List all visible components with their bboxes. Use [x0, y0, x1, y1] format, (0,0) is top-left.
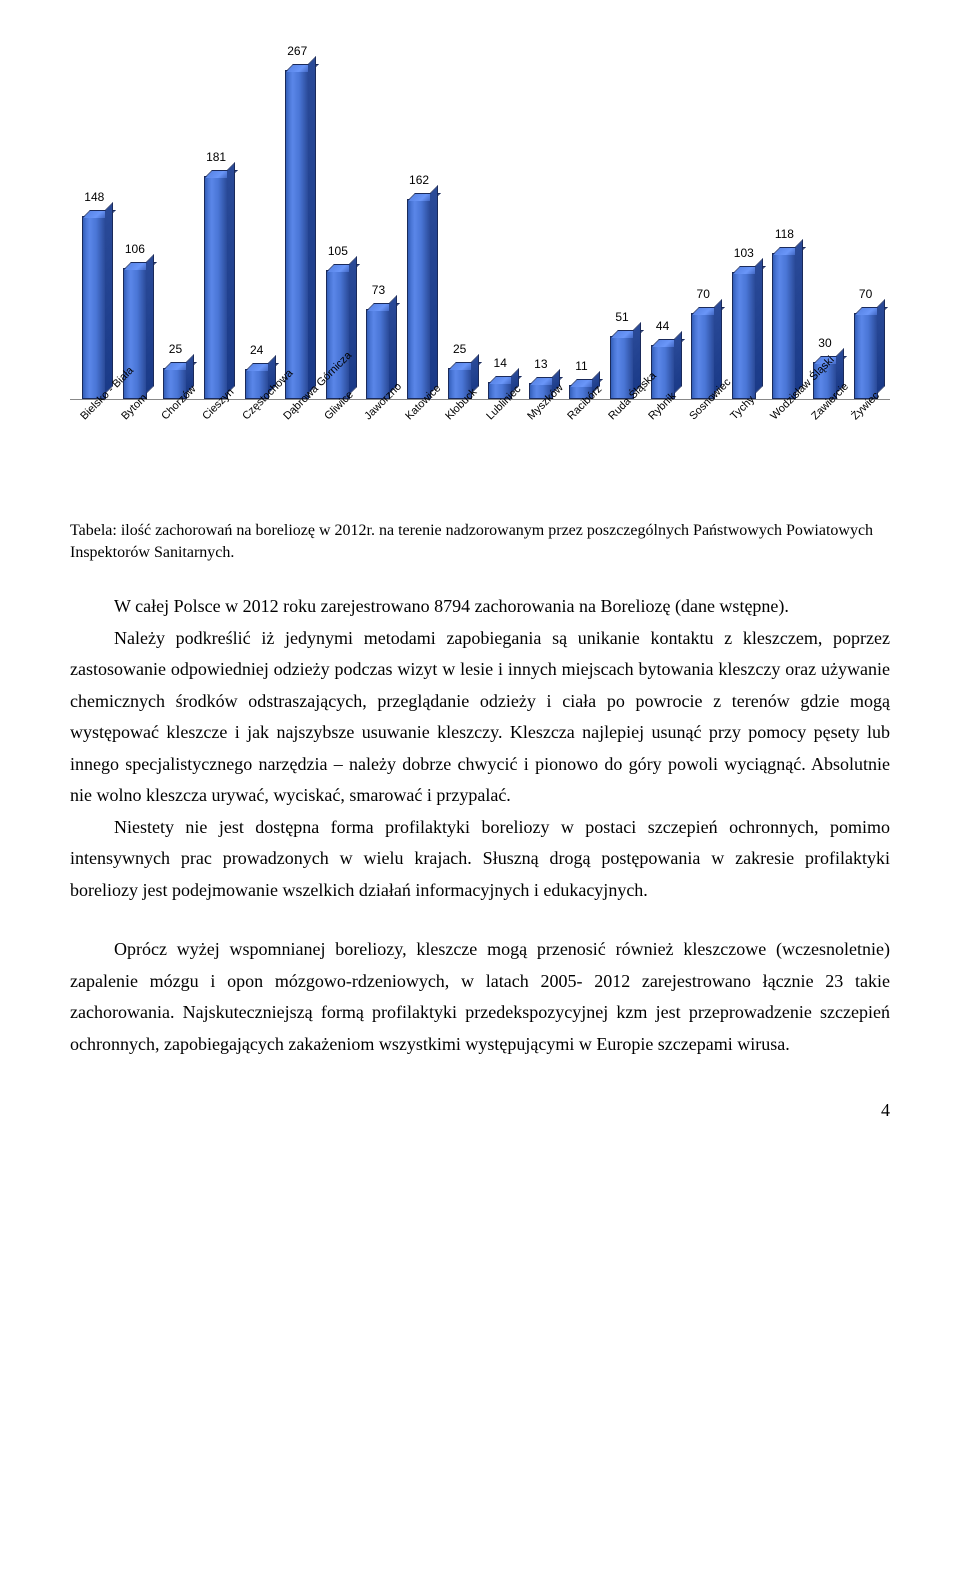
bar-group: 70 [845, 20, 886, 399]
bar-group: 25 [439, 20, 480, 399]
bar-group: 14 [480, 20, 521, 399]
bar [204, 176, 228, 399]
bar-value-label: 25 [155, 342, 196, 356]
paragraph-3: Niestety nie jest dostępna forma profila… [70, 812, 890, 907]
bar-value-label: 106 [115, 242, 156, 256]
bar-group: 73 [358, 20, 399, 399]
paragraph-2: Należy podkreślić iż jedynymi metodami z… [70, 623, 890, 812]
bar-value-label: 70 [683, 287, 724, 301]
chart-plot-area: 1481062518124267105731622514131151447010… [70, 20, 890, 400]
body-text: W całej Polsce w 2012 roku zarejestrowan… [70, 591, 890, 1060]
bar-value-label: 70 [845, 287, 886, 301]
bar-group: 51 [602, 20, 643, 399]
paragraph-4: Oprócz wyżej wspomnianej boreliozy, kles… [70, 934, 890, 1060]
bar-value-label: 105 [318, 244, 359, 258]
page-number: 4 [70, 1100, 890, 1121]
bar-value-label: 118 [764, 227, 805, 241]
bar-value-label: 24 [236, 343, 277, 357]
bar-value-label: 181 [196, 150, 237, 164]
bar-group: 44 [642, 20, 683, 399]
bar-group: 13 [521, 20, 562, 399]
bar-group: 70 [683, 20, 724, 399]
bar-value-label: 25 [439, 342, 480, 356]
bar-value-label: 103 [724, 246, 765, 260]
bar [82, 216, 106, 399]
bar-group: 106 [115, 20, 156, 399]
bar-group: 103 [724, 20, 765, 399]
bar-value-label: 162 [399, 173, 440, 187]
bar-value-label: 13 [521, 357, 562, 371]
paragraph-1: W całej Polsce w 2012 roku zarejestrowan… [70, 591, 890, 623]
bar-group: 24 [236, 20, 277, 399]
bar-group: 25 [155, 20, 196, 399]
bar-value-label: 73 [358, 283, 399, 297]
bar-group: 30 [805, 20, 846, 399]
bar-value-label: 11 [561, 359, 602, 373]
bar-group: 181 [196, 20, 237, 399]
bar-value-label: 14 [480, 356, 521, 370]
bar-group: 105 [318, 20, 359, 399]
chart-x-axis-labels: Bielsko - BiałaBytomChorzówCieszynCzęsto… [70, 404, 890, 474]
bar-value-label: 44 [642, 319, 683, 333]
bar-value-label: 51 [602, 310, 643, 324]
bar-group: 267 [277, 20, 318, 399]
bar-group: 11 [561, 20, 602, 399]
bar [285, 70, 309, 399]
bar-value-label: 148 [74, 190, 115, 204]
bar [407, 199, 431, 399]
bar-value-label: 267 [277, 44, 318, 58]
bar-group: 118 [764, 20, 805, 399]
chart-caption: Tabela: ilość zachorowań na boreliozę w … [70, 520, 890, 563]
bar-value-label: 30 [805, 336, 846, 350]
bar-group: 148 [74, 20, 115, 399]
bar-chart: 1481062518124267105731622514131151447010… [70, 20, 890, 480]
bar-group: 162 [399, 20, 440, 399]
